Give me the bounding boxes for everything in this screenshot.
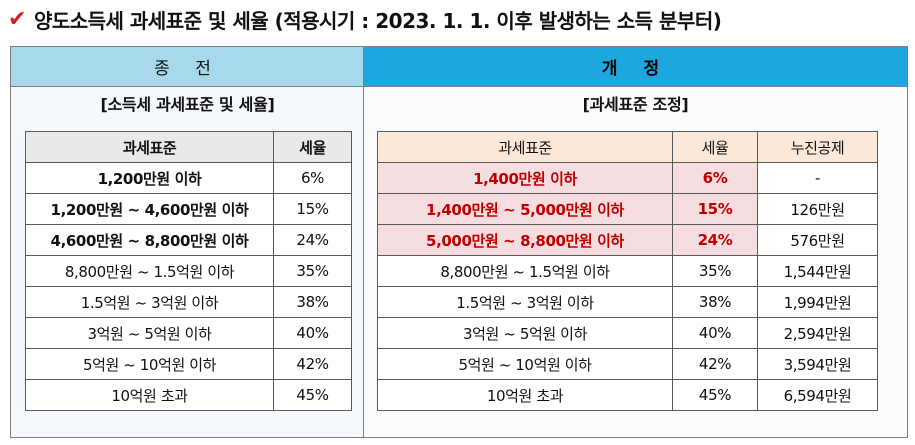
column-header-deduction: 누진공제 bbox=[757, 131, 878, 163]
table-row: 1,400만원 이하 6% - bbox=[377, 162, 878, 194]
deduction-cell: 126만원 bbox=[757, 193, 878, 225]
table-row: 8,800만원 ~ 1.5억원 이하 35% 1,544만원 bbox=[377, 255, 878, 287]
column-header-rate: 세율 bbox=[273, 131, 352, 163]
rate-cell: 24% bbox=[273, 224, 352, 256]
tax-base-cell: 8,800만원 ~ 1.5억원 이하 bbox=[25, 255, 274, 287]
rate-cell: 45% bbox=[273, 379, 352, 411]
table-row: 8,800만원 ~ 1.5억원 이하 35% bbox=[25, 255, 352, 287]
rate-cell: 15% bbox=[273, 193, 352, 225]
tax-base-cell: 8,800만원 ~ 1.5억원 이하 bbox=[377, 255, 673, 287]
table-row: 10억원 초과 45% bbox=[25, 379, 352, 411]
rate-cell: 45% bbox=[672, 379, 758, 411]
deduction-cell: 3,594만원 bbox=[757, 348, 878, 380]
tax-base-cell: 1,400만원 이하 bbox=[377, 162, 673, 194]
deduction-cell: 2,594만원 bbox=[757, 317, 878, 349]
previous-rate-table: 과세표준 세율 1,200만원 이하 6% 1,200만원 ~ 4,600만원 이하… bbox=[25, 131, 352, 411]
table-row: 4,600만원 ~ 8,800만원 이하 24% bbox=[25, 224, 352, 256]
tax-base-cell: 5억원 ~ 10억원 이하 bbox=[377, 348, 673, 380]
rate-cell: 40% bbox=[672, 317, 758, 349]
column-header-tax-base: 과세표준 bbox=[377, 131, 673, 163]
rate-cell: 40% bbox=[273, 317, 352, 349]
tax-base-cell: 4,600만원 ~ 8,800만원 이하 bbox=[25, 224, 274, 256]
tax-base-cell: 3억원 ~ 5억원 이하 bbox=[377, 317, 673, 349]
column-header-tax-base: 과세표준 bbox=[25, 131, 274, 163]
page-title-bar: ✔ 양도소득세 과세표준 및 세율 (적용시기 : 2023. 1. 1. 이후… bbox=[8, 4, 722, 34]
table-row: 1.5억원 ~ 3억원 이하 38% bbox=[25, 286, 352, 318]
previous-subtitle: [소득세 과세표준 및 세율] bbox=[100, 95, 275, 114]
table-row: 1.5억원 ~ 3억원 이하 38% 1,994만원 bbox=[377, 286, 878, 318]
revised-header: 개 정 bbox=[364, 47, 907, 87]
table-row: 3억원 ~ 5억원 이하 40% bbox=[25, 317, 352, 349]
table-row: 1,200만원 ~ 4,600만원 이하 15% bbox=[25, 193, 352, 225]
table-header-row: 과세표준 세율 bbox=[25, 131, 352, 163]
rate-cell: 24% bbox=[672, 224, 758, 256]
table-row: 1,400만원 ~ 5,000만원 이하 15% 126만원 bbox=[377, 193, 878, 225]
revised-subtitle: [과세표준 조정] bbox=[582, 95, 689, 114]
table-header-row: 과세표준 세율 누진공제 bbox=[377, 131, 878, 163]
column-header-rate: 세율 bbox=[672, 131, 758, 163]
tax-base-cell: 5,000만원 ~ 8,800만원 이하 bbox=[377, 224, 673, 256]
check-mark-icon: ✔ bbox=[8, 6, 26, 32]
table-row: 5억원 ~ 10억원 이하 42% bbox=[25, 348, 352, 380]
rate-cell: 38% bbox=[273, 286, 352, 318]
page-title: 양도소득세 과세표준 및 세율 (적용시기 : 2023. 1. 1. 이후 발… bbox=[33, 8, 722, 33]
table-row: 5,000만원 ~ 8,800만원 이하 24% 576만원 bbox=[377, 224, 878, 256]
table-row: 10억원 초과 45% 6,594만원 bbox=[377, 379, 878, 411]
rate-cell: 35% bbox=[672, 255, 758, 287]
deduction-cell: 1,994만원 bbox=[757, 286, 878, 318]
deduction-cell: 6,594만원 bbox=[757, 379, 878, 411]
previous-panel: 종 전 [소득세 과세표준 및 세율] 과세표준 세율 1,200만원 이하 6%… bbox=[10, 46, 365, 438]
previous-header: 종 전 bbox=[11, 47, 364, 87]
tax-base-cell: 1,200만원 이하 bbox=[25, 162, 274, 194]
tax-base-cell: 1.5억원 ~ 3억원 이하 bbox=[377, 286, 673, 318]
tax-base-cell: 5억원 ~ 10억원 이하 bbox=[25, 348, 274, 380]
rate-cell: 35% bbox=[273, 255, 352, 287]
table-row: 3억원 ~ 5억원 이하 40% 2,594만원 bbox=[377, 317, 878, 349]
tax-base-cell: 1,400만원 ~ 5,000만원 이하 bbox=[377, 193, 673, 225]
rate-cell: 6% bbox=[273, 162, 352, 194]
rate-cell: 42% bbox=[273, 348, 352, 380]
revised-rate-table: 과세표준 세율 누진공제 1,400만원 이하 6% -1,400만원 ~ 5,00… bbox=[377, 131, 878, 411]
tax-base-cell: 1,200만원 ~ 4,600만원 이하 bbox=[25, 193, 274, 225]
tax-base-cell: 10억원 초과 bbox=[377, 379, 673, 411]
rate-cell: 15% bbox=[672, 193, 758, 225]
revised-panel: 개 정 [과세표준 조정] 과세표준 세율 누진공제 1,400만원 이하 6% -… bbox=[363, 46, 908, 438]
deduction-cell: 576만원 bbox=[757, 224, 878, 256]
deduction-cell: - bbox=[757, 162, 878, 194]
table-row: 1,200만원 이하 6% bbox=[25, 162, 352, 194]
rate-cell: 38% bbox=[672, 286, 758, 318]
rate-cell: 42% bbox=[672, 348, 758, 380]
tax-base-cell: 10억원 초과 bbox=[25, 379, 274, 411]
rate-cell: 6% bbox=[672, 162, 758, 194]
tax-base-cell: 3억원 ~ 5억원 이하 bbox=[25, 317, 274, 349]
table-row: 5억원 ~ 10억원 이하 42% 3,594만원 bbox=[377, 348, 878, 380]
tax-base-cell: 1.5억원 ~ 3억원 이하 bbox=[25, 286, 274, 318]
deduction-cell: 1,544만원 bbox=[757, 255, 878, 287]
